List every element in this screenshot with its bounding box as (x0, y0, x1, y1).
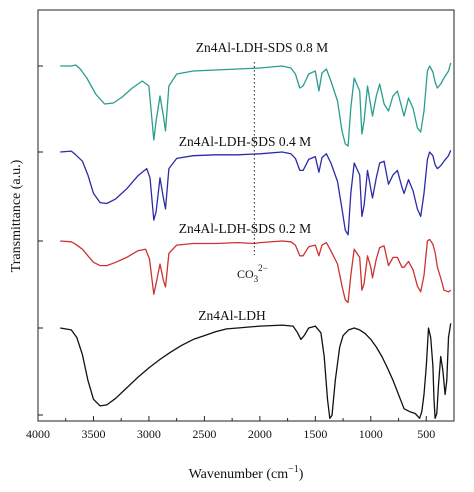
x-axis-title: Wavenumber (cm−1) (189, 464, 304, 482)
series-line (60, 149, 452, 236)
series-line (60, 323, 452, 419)
series-line (60, 62, 452, 147)
x-tick-label: 1000 (359, 427, 383, 441)
x-tick-label: 3500 (81, 427, 105, 441)
series-label: Zn4Al-LDH-SDS 0.4 M (179, 134, 311, 149)
x-tick-label: 2000 (248, 427, 272, 441)
carbonate-annotation: CO32− (237, 263, 268, 284)
series-label: Zn4Al-LDH-SDS 0.2 M (179, 221, 311, 236)
x-axis-title-tail: ) (299, 467, 304, 482)
series-label: Zn4Al-LDH-SDS 0.8 M (196, 40, 328, 55)
x-axis-title-main: Wavenumber (cm (189, 467, 289, 482)
plot-frame (37, 9, 455, 422)
series-labels: Zn4Al-LDH-SDS 0.8 M Zn4Al-LDH-SDS 0.4 M Zn… (179, 40, 328, 323)
series-line (60, 238, 452, 304)
series-label: Zn4Al-LDH (198, 308, 266, 323)
carbonate-annotation-main: CO (237, 267, 254, 281)
x-axis-title-unit-exponent: −1 (288, 464, 299, 475)
carbonate-annotation-sub: 3 (254, 274, 259, 284)
x-tick-label: 4000 (26, 427, 50, 441)
x-axis-ticks: 4000 3500 3000 2500 2000 1500 1000 500 (26, 65, 455, 441)
x-tick-label: 2500 (192, 427, 216, 441)
carbonate-annotation-sup: 2− (258, 263, 268, 273)
x-tick-label: 1500 (303, 427, 327, 441)
x-tick-label: 500 (417, 427, 435, 441)
y-axis-title: Transmittance (a.u.) (9, 159, 24, 272)
x-tick-label: 3000 (137, 427, 161, 441)
series-lines (60, 62, 452, 419)
